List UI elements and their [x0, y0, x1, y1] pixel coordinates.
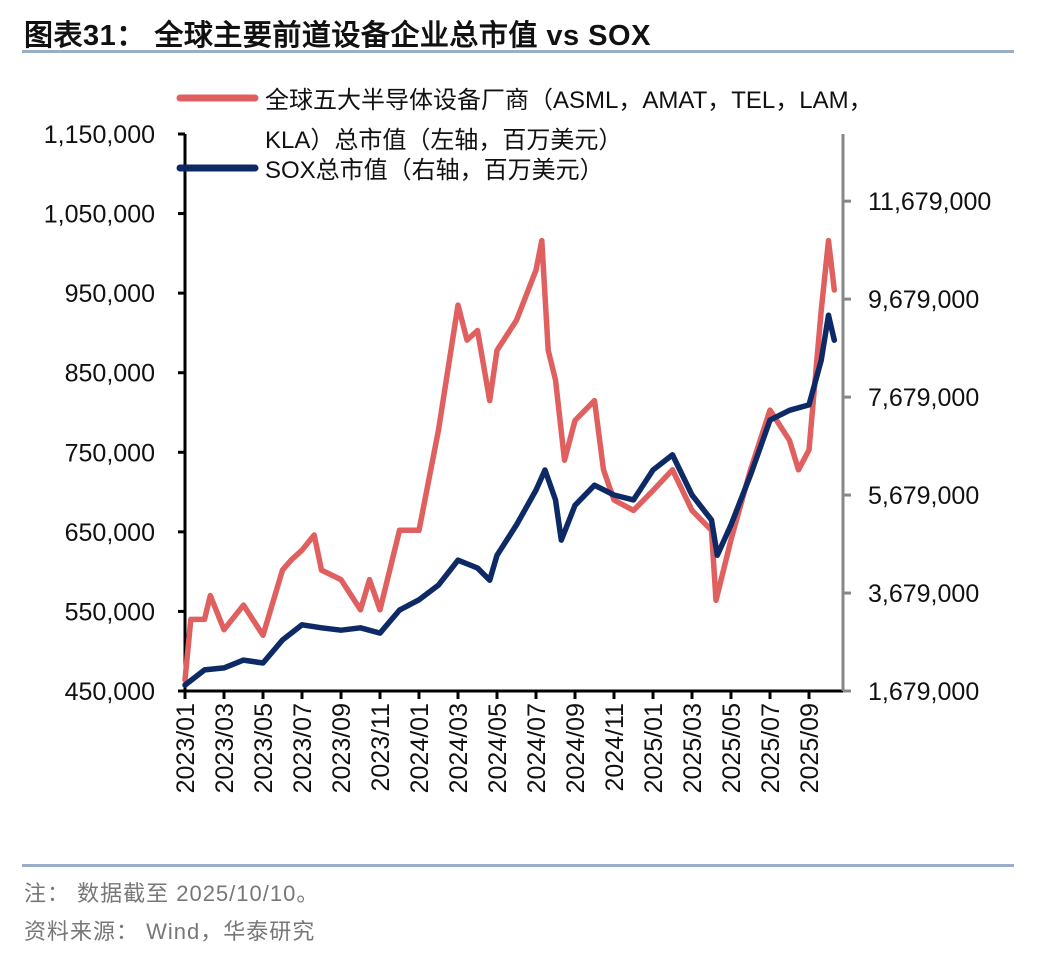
right-axis-tick-label: 1,679,000: [868, 678, 979, 706]
left-axis-tick-label: 1,050,000: [44, 201, 155, 229]
left-axis-tick-label: 950,000: [65, 280, 155, 308]
legend-label: SOX总市值（右轴，百万美元）: [265, 157, 604, 184]
x-axis-tick-label: 2025/01: [640, 703, 668, 793]
legend-label: KLA）总市值（左轴，百万美元）: [265, 127, 622, 154]
data-note: 注： 数据截至 2025/10/10。: [24, 881, 320, 906]
x-axis-tick-label: 2025/03: [679, 703, 707, 793]
right-axis-tick-label: 9,679,000: [868, 286, 979, 314]
x-axis-tick-label: 2024/01: [406, 703, 434, 793]
x-axis-tick-label: 2023/05: [250, 703, 278, 793]
title-divider: [22, 50, 1014, 53]
left-axis-tick-label: 1,150,000: [44, 121, 155, 149]
x-axis-tick-label: 2025/09: [796, 703, 824, 793]
dual-axis-line-chart: 450,000 550,000 650,000 750,000 850,000 950,0…: [44, 87, 992, 793]
sox-market-cap-line: [182, 312, 838, 688]
legend-label: 全球五大半导体设备厂商（ASML，AMAT，TEL，LAM，: [265, 87, 873, 114]
right-axis-tick-label: 11,679,000: [868, 188, 991, 216]
right-axis-tick-label: 5,679,000: [868, 482, 979, 510]
right-axis-tick-label: 7,679,000: [868, 384, 979, 412]
x-axis-tick-label: 2023/07: [289, 703, 317, 793]
x-axis-tick-label: 2023/01: [172, 703, 200, 793]
x-axis-tick-label: 2025/05: [718, 703, 746, 793]
x-axis-tick-label: 2024/05: [484, 703, 512, 793]
x-axis-tick-label: 2023/09: [328, 703, 356, 793]
x-axis-tick-label: 2024/09: [562, 703, 590, 793]
left-axis-tick-label: 650,000: [65, 519, 155, 547]
x-axis-tick-label: 2024/11: [601, 703, 629, 792]
x-axis-tick-label: 2024/07: [523, 703, 551, 793]
left-axis-tick-label: 850,000: [65, 360, 155, 388]
left-axis-tick-label: 450,000: [65, 678, 155, 706]
x-axis-tick-label: 2025/07: [757, 703, 785, 793]
left-axis-tick-label: 550,000: [65, 598, 155, 626]
x-axis-tick-label: 2023/11: [367, 703, 395, 792]
source-note: 资料来源： Wind，华泰研究: [24, 919, 316, 944]
equipment-makers-market-cap-line: [182, 237, 838, 683]
left-axis-tick-label: 750,000: [65, 439, 155, 467]
chart-title: 图表31： 全球主要前道设备企业总市值 vs SOX: [24, 20, 651, 52]
x-axis-tick-label: 2024/03: [445, 703, 473, 793]
right-axis-tick-label: 3,679,000: [868, 580, 979, 608]
footer-divider: [22, 864, 1014, 867]
x-axis-tick-label: 2023/03: [211, 703, 239, 793]
